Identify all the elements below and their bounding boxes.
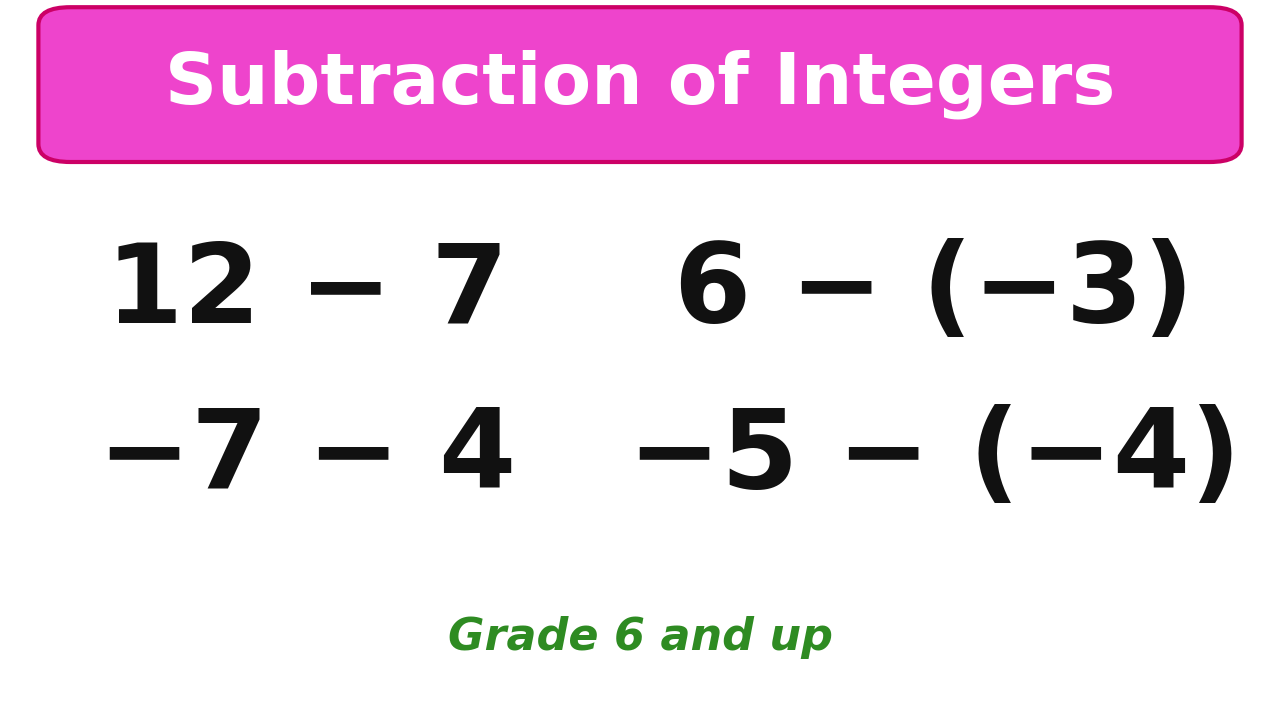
Text: 12 − 7: 12 − 7	[106, 238, 508, 345]
Text: −5 − (−4): −5 − (−4)	[628, 404, 1240, 510]
Text: 6 − (−3): 6 − (−3)	[675, 238, 1194, 345]
Text: Subtraction of Integers: Subtraction of Integers	[165, 50, 1115, 120]
Text: Grade 6 and up: Grade 6 and up	[448, 616, 832, 659]
FancyBboxPatch shape	[38, 7, 1242, 162]
Text: −7 − 4: −7 − 4	[99, 404, 516, 510]
